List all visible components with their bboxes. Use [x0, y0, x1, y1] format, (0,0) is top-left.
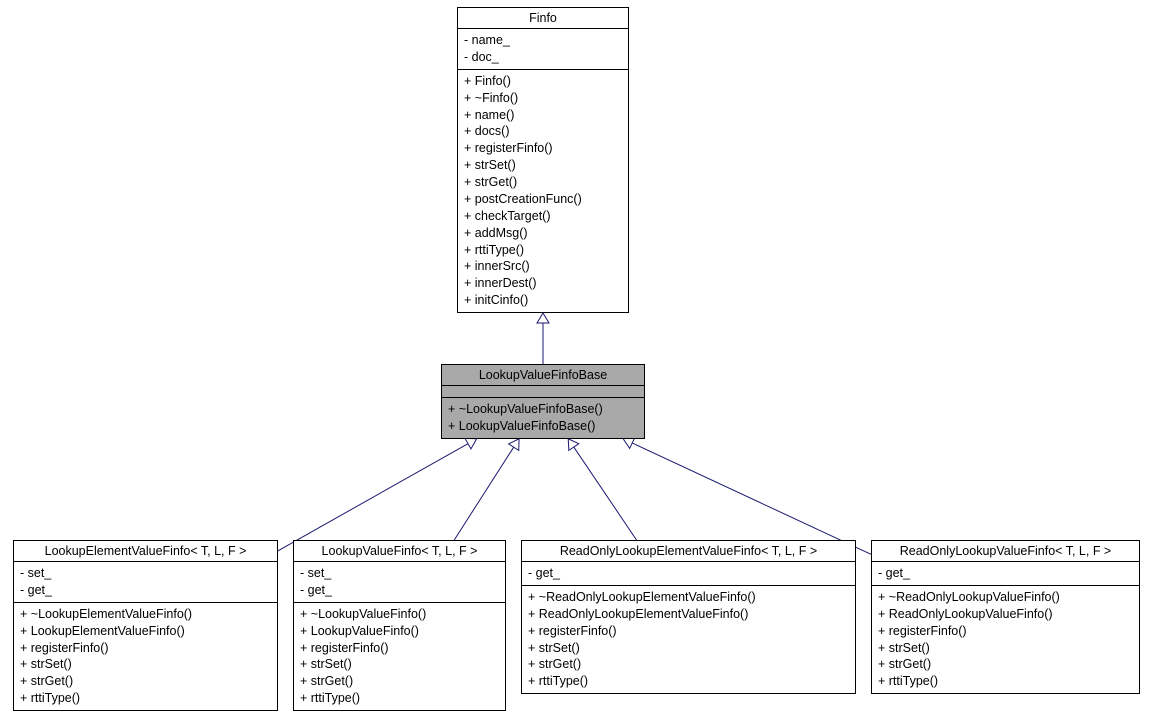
operation: + strGet(): [878, 656, 1133, 673]
operation: + registerFinfo(): [528, 623, 849, 640]
operation: + rttiType(): [20, 690, 271, 707]
operation: + strSet(): [300, 656, 499, 673]
operation: + registerFinfo(): [300, 640, 499, 657]
operation: + initCinfo(): [464, 292, 622, 309]
operation: + ~ReadOnlyLookupValueFinfo(): [878, 589, 1133, 606]
operation: + ~ReadOnlyLookupElementValueFinfo(): [528, 589, 849, 606]
operation: + LookupElementValueFinfo(): [20, 623, 271, 640]
class-title: LookupElementValueFinfo< T, L, F >: [14, 541, 277, 562]
operation: + postCreationFunc(): [464, 191, 622, 208]
inheritance-arrowhead: [509, 439, 519, 451]
operation: + rttiType(): [464, 242, 622, 259]
operation: + rttiType(): [528, 673, 849, 690]
operation: + strSet(): [464, 157, 622, 174]
operation: + registerFinfo(): [464, 140, 622, 157]
operation: + ~LookupElementValueFinfo(): [20, 606, 271, 623]
operation: + checkTarget(): [464, 208, 622, 225]
attribute: - name_: [464, 32, 622, 49]
operation: + strGet(): [464, 174, 622, 191]
operation: + strGet(): [20, 673, 271, 690]
uml-class-rolvf: ReadOnlyLookupValueFinfo< T, L, F > - get…: [871, 540, 1140, 694]
inheritance-arrowhead: [623, 438, 635, 449]
operation: + ReadOnlyLookupValueFinfo(): [878, 606, 1133, 623]
inheritance-edge: [632, 443, 871, 554]
operation: + rttiType(): [878, 673, 1133, 690]
inheritance-arrowhead: [568, 439, 579, 451]
uml-class-levf: LookupElementValueFinfo< T, L, F >- set_…: [13, 540, 278, 711]
operation: + strSet(): [878, 640, 1133, 657]
operation: + registerFinfo(): [878, 623, 1133, 640]
class-attributes: - set_- get_: [294, 562, 505, 603]
attribute: - set_: [300, 565, 499, 582]
class-operations: + ~LookupValueFinfo()+ LookupValueFinfo(…: [294, 603, 505, 710]
operation: + strGet(): [300, 673, 499, 690]
operation: + ReadOnlyLookupElementValueFinfo(): [528, 606, 849, 623]
class-operations: + Finfo()+ ~Finfo()+ name()+ docs()+ reg…: [458, 70, 628, 312]
class-title: ReadOnlyLookupValueFinfo< T, L, F >: [872, 541, 1139, 562]
operation: + strSet(): [528, 640, 849, 657]
operation: + LookupValueFinfo(): [300, 623, 499, 640]
uml-class-rolevf: ReadOnlyLookupElementValueFinfo< T, L, F…: [521, 540, 856, 694]
operation: + docs(): [464, 123, 622, 140]
inheritance-edge: [574, 447, 637, 540]
class-title: Finfo: [458, 8, 628, 29]
operation: + LookupValueFinfoBase(): [448, 418, 638, 435]
uml-class-finfo: Finfo- name_- doc_+ Finfo()+ ~Finfo()+ n…: [457, 7, 629, 313]
class-title: ReadOnlyLookupElementValueFinfo< T, L, F…: [522, 541, 855, 562]
class-operations: + ~LookupElementValueFinfo()+ LookupElem…: [14, 603, 277, 710]
class-attributes: - set_- get_: [14, 562, 277, 603]
attribute: - get_: [300, 582, 499, 599]
operation: + ~LookupValueFinfo(): [300, 606, 499, 623]
class-operations: + ~ReadOnlyLookupElementValueFinfo()+ Re…: [522, 586, 855, 693]
class-attributes: - get_: [872, 562, 1139, 586]
uml-class-lvf: LookupValueFinfo< T, L, F >- set_- get_+…: [293, 540, 506, 711]
class-attributes: - get_: [522, 562, 855, 586]
inheritance-arrowhead: [537, 313, 549, 323]
attribute: - get_: [20, 582, 271, 599]
attribute: - doc_: [464, 49, 622, 66]
operation: + innerDest(): [464, 275, 622, 292]
operation: + strSet(): [20, 656, 271, 673]
attribute: - get_: [528, 565, 849, 582]
class-attributes: [442, 386, 644, 398]
inheritance-edge: [454, 447, 513, 540]
operation: + addMsg(): [464, 225, 622, 242]
inheritance-arrowhead: [465, 438, 477, 448]
class-operations: + ~ReadOnlyLookupValueFinfo()+ ReadOnlyL…: [872, 586, 1139, 693]
inheritance-edge: [278, 444, 468, 551]
operation: + registerFinfo(): [20, 640, 271, 657]
operation: + Finfo(): [464, 73, 622, 90]
attribute: - set_: [20, 565, 271, 582]
class-attributes: - name_- doc_: [458, 29, 628, 70]
attribute: - get_: [878, 565, 1133, 582]
operation: + ~LookupValueFinfoBase(): [448, 401, 638, 418]
operation: + name(): [464, 107, 622, 124]
operation: + innerSrc(): [464, 258, 622, 275]
uml-class-lvfbase: LookupValueFinfoBase + ~LookupValueFinfoB…: [441, 364, 645, 439]
operation: + ~Finfo(): [464, 90, 622, 107]
class-title: LookupValueFinfo< T, L, F >: [294, 541, 505, 562]
class-operations: + ~LookupValueFinfoBase()+ LookupValueFi…: [442, 398, 644, 438]
operation: + strGet(): [528, 656, 849, 673]
class-title: LookupValueFinfoBase: [442, 365, 644, 386]
operation: + rttiType(): [300, 690, 499, 707]
